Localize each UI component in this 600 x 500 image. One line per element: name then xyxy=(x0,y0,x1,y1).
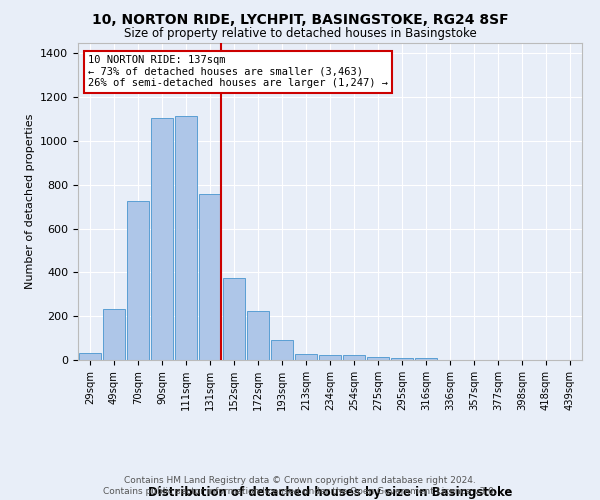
Bar xyxy=(247,310,269,360)
Bar xyxy=(151,118,173,360)
X-axis label: Distribution of detached houses by size in Basingstoke: Distribution of detached houses by size … xyxy=(148,486,512,500)
Bar xyxy=(367,356,389,360)
Text: Contains public sector information licensed under the Open Government Licence v3: Contains public sector information licen… xyxy=(103,487,497,496)
Bar xyxy=(175,116,197,360)
Bar xyxy=(79,354,101,360)
Bar xyxy=(223,278,245,360)
Bar xyxy=(271,340,293,360)
Text: 10, NORTON RIDE, LYCHPIT, BASINGSTOKE, RG24 8SF: 10, NORTON RIDE, LYCHPIT, BASINGSTOKE, R… xyxy=(92,12,508,26)
Text: Contains HM Land Registry data © Crown copyright and database right 2024.: Contains HM Land Registry data © Crown c… xyxy=(124,476,476,485)
Bar xyxy=(319,355,341,360)
Bar xyxy=(103,308,125,360)
Bar xyxy=(415,358,437,360)
Bar xyxy=(127,201,149,360)
Text: Size of property relative to detached houses in Basingstoke: Size of property relative to detached ho… xyxy=(124,28,476,40)
Bar xyxy=(343,355,365,360)
Bar xyxy=(295,354,317,360)
Y-axis label: Number of detached properties: Number of detached properties xyxy=(25,114,35,289)
Bar xyxy=(391,358,413,360)
Text: 10 NORTON RIDE: 137sqm
← 73% of detached houses are smaller (3,463)
26% of semi-: 10 NORTON RIDE: 137sqm ← 73% of detached… xyxy=(88,55,388,88)
Bar xyxy=(199,194,221,360)
